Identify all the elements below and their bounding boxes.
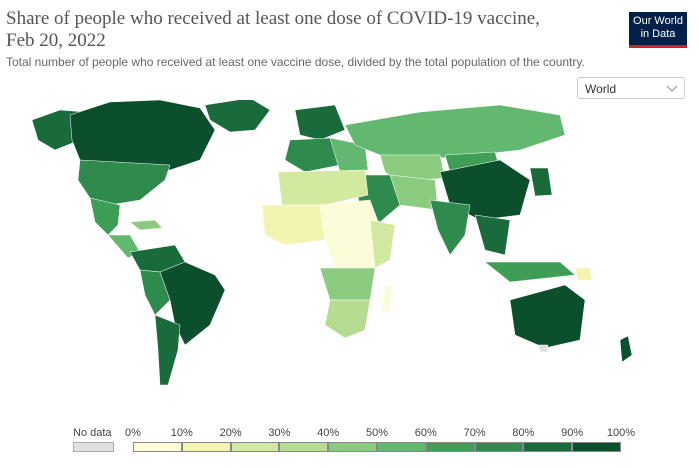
japan-korea[interactable]	[529, 167, 553, 197]
legend-bin[interactable]	[328, 442, 377, 452]
new-zealand[interactable]	[619, 335, 633, 363]
iceland-uk-scandinavia[interactable]	[294, 104, 346, 141]
south-africa[interactable]	[324, 299, 371, 339]
russia[interactable]	[344, 104, 566, 159]
madagascar[interactable]	[381, 284, 393, 313]
legend-bin[interactable]	[181, 442, 231, 452]
legend-bin[interactable]	[377, 442, 426, 452]
chevron-down-icon	[665, 81, 679, 98]
southeast-asia[interactable]	[474, 214, 511, 256]
usa[interactable]	[77, 159, 171, 206]
western-europe[interactable]	[284, 137, 341, 173]
canada[interactable]	[69, 100, 216, 171]
legend-tick-label: 60%	[414, 427, 437, 439]
region-selector[interactable]: World	[577, 77, 685, 99]
logo-line-1: Our World	[633, 15, 683, 27]
legend-tick-label: 70%	[463, 427, 486, 439]
owid-logo[interactable]: Our World in Data	[629, 12, 687, 48]
legend-tick-label: 100%	[606, 427, 636, 439]
north-africa[interactable]	[277, 169, 369, 206]
legend-tick-label: 80%	[512, 427, 535, 439]
antarctic-no-data[interactable]	[537, 344, 549, 353]
southern-africa-north[interactable]	[319, 267, 376, 301]
australia[interactable]	[509, 284, 586, 349]
logo-line-2: in Data	[640, 28, 676, 40]
legend-tick-label: 0%	[125, 427, 141, 439]
logo-red-bar	[629, 45, 687, 48]
legend-bin[interactable]	[474, 442, 524, 452]
caribbean[interactable]	[129, 219, 163, 231]
legend-tick-label: 40%	[317, 427, 340, 439]
southern-cone[interactable]	[154, 314, 181, 386]
legend-bin[interactable]	[425, 442, 475, 452]
papua-new-guinea[interactable]	[574, 267, 593, 281]
legend-tick-label: 50%	[365, 427, 389, 439]
east-africa[interactable]	[369, 219, 396, 269]
legend-tick-label: 20%	[219, 427, 242, 439]
chart-title: Share of people who received at least on…	[6, 8, 540, 51]
greenland[interactable]	[204, 100, 271, 133]
region-selector-value: World	[585, 82, 617, 96]
legend-tick-label: 30%	[268, 427, 291, 439]
world-map	[31, 100, 633, 386]
legend-bin[interactable]	[523, 442, 573, 452]
legend-no-data-swatch[interactable]	[73, 442, 114, 452]
legend-bin[interactable]	[133, 442, 182, 452]
legend-bin[interactable]	[572, 442, 621, 452]
legend-bin[interactable]	[279, 442, 329, 452]
india[interactable]	[429, 199, 471, 256]
legend-bin[interactable]	[230, 442, 280, 452]
indonesia[interactable]	[484, 261, 576, 283]
peru-bolivia[interactable]	[139, 269, 171, 316]
mexico[interactable]	[89, 197, 121, 236]
chart-subtitle: Total number of people who received at l…	[6, 55, 585, 69]
legend-tick-label: 10%	[170, 427, 193, 439]
west-africa[interactable]	[261, 204, 326, 246]
legend-tick-label: 90%	[561, 427, 584, 439]
color-legend: No data 0% 10% 20% 30% 40% 50% 60% 70% 80% 90% 100…	[0, 425, 699, 465]
legend-no-data-label: No data	[73, 427, 112, 439]
